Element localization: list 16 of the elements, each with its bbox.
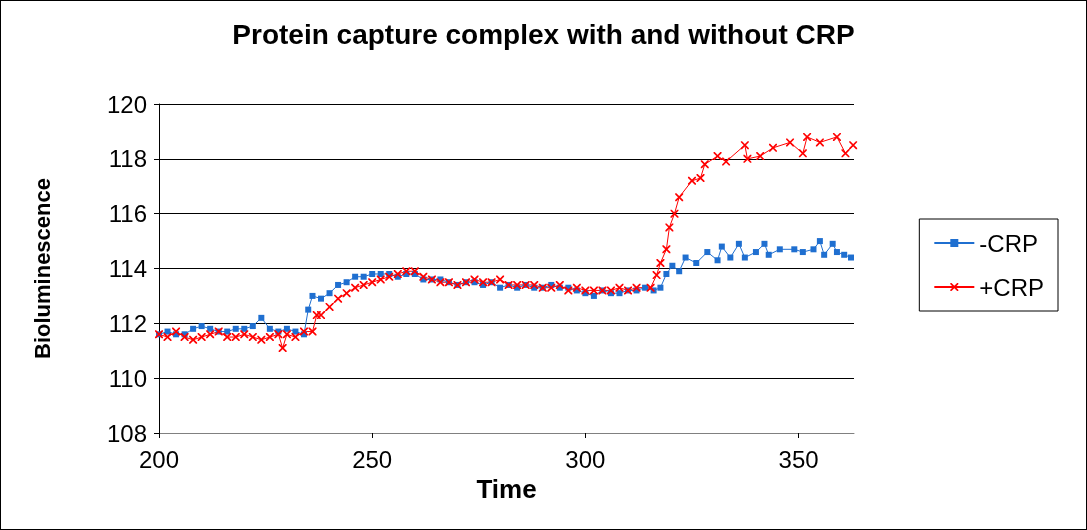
chart-title: Protein capture complex with and without CRP [232, 18, 855, 50]
y-axis-title: Bioluminescence [29, 178, 55, 359]
y-tick-label: 110 [108, 364, 147, 392]
x-tick-label: 250 [352, 445, 393, 473]
y-tick-label: 116 [108, 200, 147, 228]
x-tick-label: 200 [138, 445, 180, 473]
legend-label: +CRP [979, 273, 1044, 301]
y-tick-label: 114 [108, 255, 147, 282]
x-tick-label: 300 [565, 445, 606, 473]
x-tick-label: 350 [778, 445, 819, 473]
x-axis-title: Time [476, 473, 537, 504]
y-tick-label: 118 [108, 145, 147, 173]
y-tick-label: 112 [108, 309, 147, 337]
legend-label: -CRP [979, 229, 1038, 257]
y-tick-label: 108 [106, 419, 147, 447]
y-tick-label: 120 [106, 90, 147, 118]
